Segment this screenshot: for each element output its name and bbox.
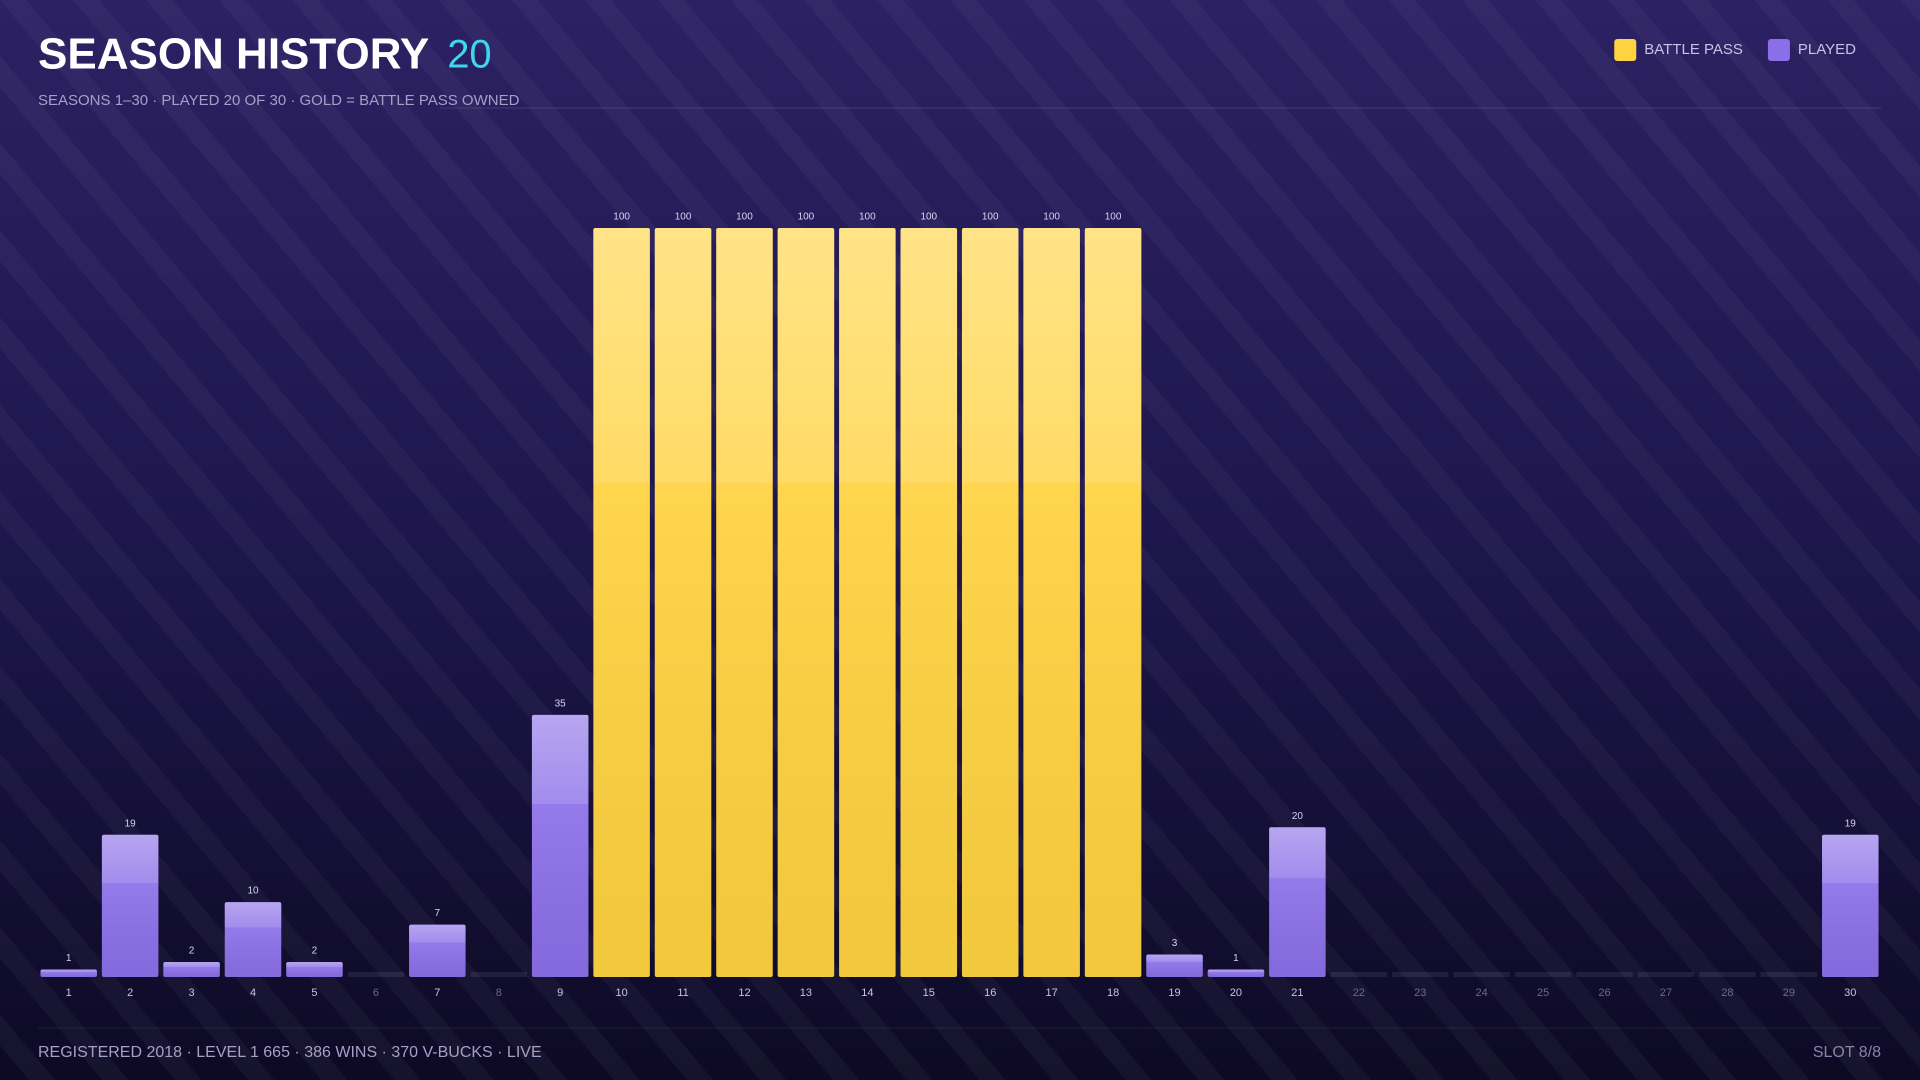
x-tick-label: 15 <box>923 987 935 999</box>
bar <box>1023 228 1080 977</box>
x-tick-label: 4 <box>250 987 256 999</box>
empty-slot <box>1391 972 1449 977</box>
chart-title: SEASON HISTORY <box>38 30 429 79</box>
value-label: 1 <box>66 953 72 964</box>
empty-slot <box>1699 972 1756 977</box>
x-tick-label: 18 <box>1107 987 1119 999</box>
value-label: 100 <box>798 212 815 223</box>
x-tick-label: 23 <box>1414 987 1426 999</box>
x-tick-label: 2 <box>127 987 133 999</box>
value-label: 19 <box>1845 818 1857 829</box>
x-tick-label: 8 <box>496 987 502 999</box>
x-tick-label: 11 <box>677 987 688 999</box>
x-tick-label: 26 <box>1598 987 1610 999</box>
value-label: 10 <box>247 886 259 897</box>
x-tick-label: 6 <box>373 987 379 999</box>
bar <box>286 962 343 977</box>
x-tick-label: 5 <box>311 987 317 999</box>
slot-label: SLOT 8/8 <box>1813 1044 1881 1061</box>
value-label: 19 <box>125 818 137 829</box>
bar <box>716 228 773 977</box>
value-label: 100 <box>920 212 937 223</box>
empty-slot <box>1576 972 1633 977</box>
title-count: 20 <box>447 33 492 77</box>
x-tick-label: 7 <box>434 987 440 999</box>
legend: PLAYED BATTLE PASS <box>1614 39 1856 61</box>
empty-slot <box>1637 972 1695 977</box>
value-label: 100 <box>982 212 999 223</box>
x-tick-label: 24 <box>1476 987 1488 999</box>
bar <box>163 962 220 977</box>
empty-slot <box>1453 972 1510 977</box>
bar <box>531 714 589 977</box>
value-label: 20 <box>1292 811 1304 822</box>
empty-slot <box>347 972 405 977</box>
empty-slot <box>1760 972 1818 977</box>
value-label: 1 <box>1233 953 1239 964</box>
bar <box>900 228 958 977</box>
x-tick-label: 17 <box>1046 987 1058 999</box>
x-tick-label: 22 <box>1353 987 1365 999</box>
value-label: 100 <box>736 212 753 223</box>
bar <box>1084 228 1142 977</box>
bar <box>1207 969 1265 977</box>
x-tick-label: 9 <box>557 987 563 999</box>
value-label: 100 <box>613 212 630 223</box>
x-tick-label: 21 <box>1291 987 1303 999</box>
x-tick-label: 13 <box>800 987 812 999</box>
value-label: 2 <box>189 946 195 957</box>
subtitle: SEASONS 1–30 · PLAYED 20 OF 30 · GOLD = … <box>38 92 520 109</box>
bar <box>101 834 159 977</box>
legend-label: PLAYED <box>1798 41 1856 58</box>
x-tick-label: 30 <box>1844 987 1856 999</box>
x-tick-label: 29 <box>1783 987 1795 999</box>
bar <box>1822 834 1879 977</box>
footer-stats: REGISTERED 2018 · LEVEL 1 665 · 386 WINS… <box>38 1044 542 1061</box>
x-tick-label: 28 <box>1721 987 1733 999</box>
bar <box>654 228 712 977</box>
x-tick-label: 16 <box>984 987 996 999</box>
value-label: 100 <box>1043 212 1060 223</box>
bar <box>593 228 650 977</box>
x-tick-label: 12 <box>738 987 750 999</box>
value-label: 35 <box>555 698 567 709</box>
legend-label: BATTLE PASS <box>1644 41 1743 58</box>
x-tick-label: 25 <box>1537 987 1549 999</box>
legend-swatch <box>1767 39 1790 61</box>
value-label: 100 <box>675 212 692 223</box>
empty-slot <box>1514 972 1572 977</box>
legend-swatch <box>1614 39 1637 61</box>
bar <box>839 228 896 977</box>
x-tick-label: 10 <box>615 987 627 999</box>
value-label: 100 <box>1105 212 1122 223</box>
value-label: 2 <box>312 946 318 957</box>
x-tick-label: 3 <box>189 987 195 999</box>
bar <box>224 902 282 977</box>
bar <box>40 969 97 977</box>
bar <box>1146 954 1203 977</box>
value-label: 100 <box>859 212 876 223</box>
value-label: 3 <box>1172 938 1178 949</box>
x-tick-label: 20 <box>1230 987 1242 999</box>
value-label: 7 <box>435 908 441 919</box>
x-tick-label: 1 <box>66 987 72 999</box>
bar <box>777 228 835 977</box>
x-tick-label: 27 <box>1660 987 1672 999</box>
empty-slot <box>470 972 528 977</box>
empty-slot <box>1330 972 1388 977</box>
bar <box>1269 827 1326 977</box>
bar <box>409 924 466 977</box>
bar <box>961 228 1019 977</box>
x-tick-label: 14 <box>861 987 873 999</box>
x-tick-label: 19 <box>1168 987 1180 999</box>
